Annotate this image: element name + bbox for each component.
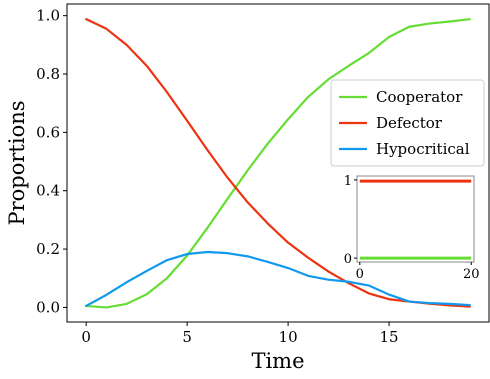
- x-tick-label: 5: [182, 328, 192, 346]
- x-axis-title: Time: [251, 349, 304, 373]
- inset-plot: 0 20 0 1: [344, 174, 480, 282]
- plot-frame: [66, 3, 490, 323]
- series-line-cooperator: [85, 18, 471, 309]
- legend-label-defector: Defector: [376, 114, 443, 132]
- inset-x-tick-label: 20: [463, 267, 480, 282]
- series-line-hypocritical: [85, 250, 471, 308]
- legend-label-hypocritical: Hypocritical: [376, 140, 470, 158]
- legend-box: [330, 79, 485, 167]
- y-axis-title: Proportions: [5, 100, 29, 225]
- inset-frame: [356, 175, 475, 263]
- y-tick-label: 0.6: [36, 123, 60, 141]
- y-tick-label: 0.2: [36, 240, 60, 258]
- x-tick-label: 10: [279, 328, 298, 346]
- y-tick-label: 0.0: [36, 298, 60, 316]
- inset-y-tick-label: 1: [344, 174, 352, 189]
- inset-y-tick-label: 0: [344, 252, 352, 267]
- x-tick-label: 15: [380, 328, 399, 346]
- legend-label-cooperator: Cooperator: [376, 88, 463, 106]
- x-tick-label: 0: [81, 328, 91, 346]
- inset-x-tick-label: 0: [356, 267, 364, 282]
- y-tick-label: 0.8: [36, 65, 60, 83]
- y-tick-label: 0.4: [36, 182, 60, 200]
- main-plot: 0 5 10 150.00.20.40.60.81.0TimeProportionsC…: [5, 3, 490, 373]
- y-tick-label: 1.0: [36, 7, 60, 25]
